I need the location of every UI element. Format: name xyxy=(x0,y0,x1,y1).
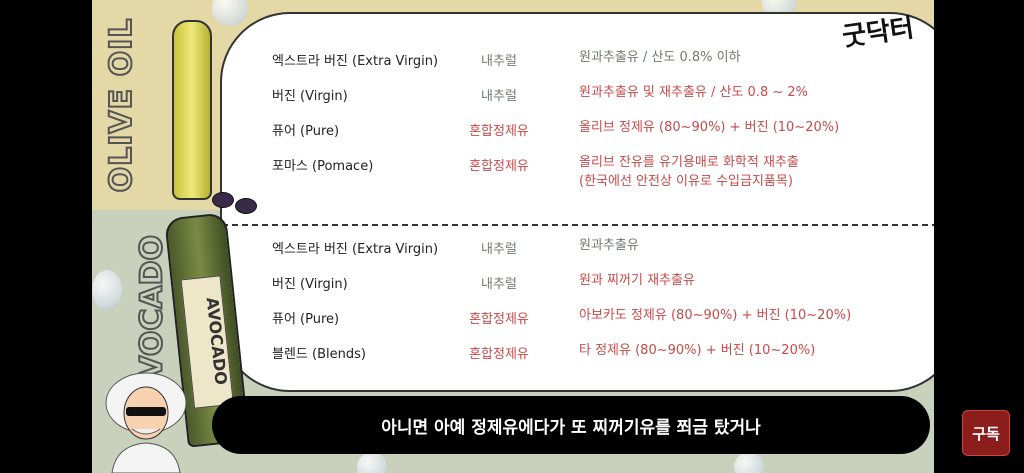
type: 내추럴 xyxy=(481,89,517,104)
section-divider xyxy=(222,224,934,226)
desc: 원과 찌꺼기 재추출유 xyxy=(579,273,695,288)
grade: 엑스트라 버진 (Extra Virgin) xyxy=(272,242,439,257)
bubble xyxy=(92,270,122,310)
grade: 엑스트라 버진 (Extra Virgin) xyxy=(272,54,439,69)
olive-oil-bottle xyxy=(172,20,212,200)
video-frame[interactable]: AVOCADO AVOCADO OLIVE OIL 굿닥터 엑스트라 버진 (E… xyxy=(92,0,934,473)
desc: 올리브 정제유 (80~90%) + 버진 (10~20%) xyxy=(579,120,840,135)
olive-icon xyxy=(235,198,257,214)
comparison-panel xyxy=(220,12,934,392)
desc: 원과추출유 xyxy=(579,238,639,253)
type: 혼합정제유 xyxy=(469,159,529,174)
olive-icon xyxy=(212,192,234,208)
subtitle-caption: 아니면 아예 정제유에다가 또 찌꺼기유를 쬐금 탔거나 xyxy=(212,396,930,454)
desc: 원과추출유 및 재추출유 / 산도 0.8 ~ 2% xyxy=(579,85,809,100)
desc: 타 정제유 (80~90%) + 버진 (10~20%) xyxy=(579,343,816,358)
desc: 아보카도 정제유 (80~90%) + 버진 (10~20%) xyxy=(579,308,852,323)
type: 내추럴 xyxy=(481,277,517,292)
grade: 포마스 (Pomace) xyxy=(272,159,374,174)
type: 혼합정제유 xyxy=(469,124,529,139)
desc-note: (한국에선 안전상 이유로 수입금지품목) xyxy=(579,174,793,189)
grade: 퓨어 (Pure) xyxy=(272,124,340,139)
subscribe-button[interactable]: 구독 xyxy=(962,410,1010,456)
olive-oil-title: OLIVE OIL xyxy=(103,17,140,194)
desc: 원과추출유 / 산도 0.8% 이하 xyxy=(579,50,741,65)
type: 혼합정제유 xyxy=(469,347,529,362)
grade: 블렌드 (Blends) xyxy=(272,347,366,362)
type: 혼합정제유 xyxy=(469,312,529,327)
bubble xyxy=(734,452,764,473)
bubble xyxy=(357,452,387,473)
grade: 버진 (Virgin) xyxy=(272,277,348,292)
type: 내추럴 xyxy=(481,242,517,257)
type: 내추럴 xyxy=(481,54,517,69)
doctor-character xyxy=(105,372,187,473)
grade: 퓨어 (Pure) xyxy=(272,312,340,327)
grade: 버진 (Virgin) xyxy=(272,89,348,104)
desc: 올리브 잔유를 유기용매로 화학적 재추출 xyxy=(579,155,799,170)
